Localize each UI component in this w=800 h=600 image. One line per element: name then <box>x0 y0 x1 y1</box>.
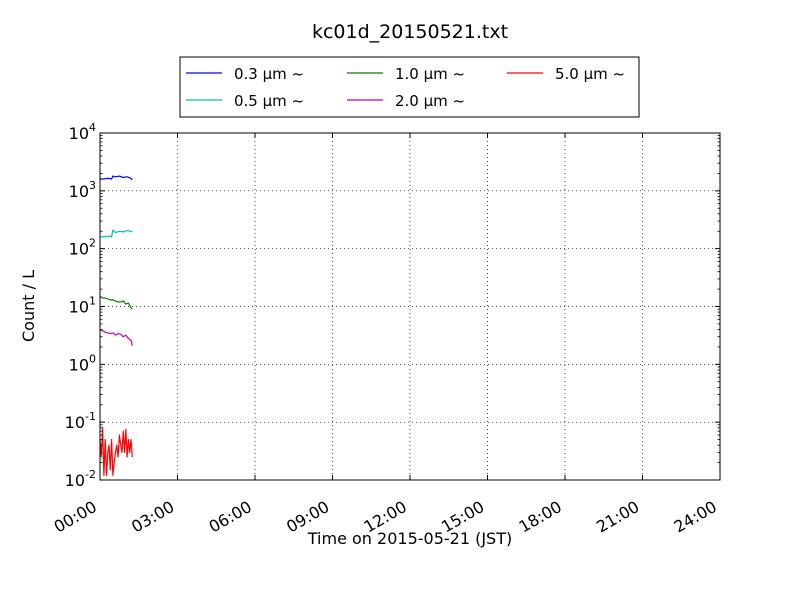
legend-label-4: 5.0 μm ~ <box>555 65 625 83</box>
y-tick-exponent: 1 <box>89 295 96 308</box>
series-line-1 <box>100 229 133 238</box>
y-tick-exponent: 4 <box>89 121 96 134</box>
y-tick-exponent: 0 <box>89 352 96 365</box>
y-tick-base: 10 <box>69 298 89 317</box>
y-tick-exponent: 3 <box>89 179 96 192</box>
legend-label-2: 1.0 μm ~ <box>395 65 465 83</box>
x-tick-label: 03:00 <box>128 497 177 537</box>
y-tick-label: 10-2 <box>65 468 96 490</box>
grid <box>100 133 720 480</box>
y-axis-label: Count / L <box>19 270 38 342</box>
y-tick-label: 100 <box>69 352 96 374</box>
y-tick-label: 10-1 <box>65 410 96 432</box>
axis-ticks <box>99 132 721 481</box>
y-tick-label: 104 <box>69 121 96 143</box>
legend-label-0: 0.3 μm ~ <box>234 65 304 83</box>
y-tick-exponent: -2 <box>85 468 96 481</box>
y-tick-base: 10 <box>69 124 89 143</box>
y-tick-base: 10 <box>69 240 89 259</box>
legend-box <box>179 56 640 118</box>
y-tick-base: 10 <box>65 471 85 490</box>
y-tick-exponent: 2 <box>89 237 96 250</box>
y-tick-label: 101 <box>69 295 96 317</box>
series-line-4 <box>99 427 133 476</box>
legend-label-1: 0.5 μm ~ <box>234 92 304 110</box>
series-lines <box>99 175 133 476</box>
y-tick-base: 10 <box>69 355 89 374</box>
legend: 0.3 μm ~ 0.5 μm ~ 1.0 μm ~ 2.0 μm ~ 5.0 μm ~ <box>179 56 640 118</box>
series-line-2 <box>99 295 133 310</box>
y-tick-label: 103 <box>69 179 96 201</box>
y-tick-base: 10 <box>69 182 89 201</box>
x-tick-label: 18:00 <box>516 497 565 537</box>
y-tick-base: 10 <box>65 413 85 432</box>
chart-title: kc01d_20150521.txt <box>312 21 508 43</box>
x-tick-label: 21:00 <box>593 497 642 537</box>
x-tick-label: 24:00 <box>671 497 720 537</box>
x-axis-label: Time on 2015-05-21 (JST) <box>307 529 512 548</box>
series-line-3 <box>99 328 133 346</box>
legend-label-3: 2.0 μm ~ <box>395 92 465 110</box>
x-tick-label: 00:00 <box>51 497 100 537</box>
y-tick-exponent: -1 <box>85 410 96 423</box>
y-tick-label: 102 <box>69 237 96 259</box>
series-line-0 <box>100 175 133 181</box>
x-tick-label: 06:00 <box>206 497 255 537</box>
